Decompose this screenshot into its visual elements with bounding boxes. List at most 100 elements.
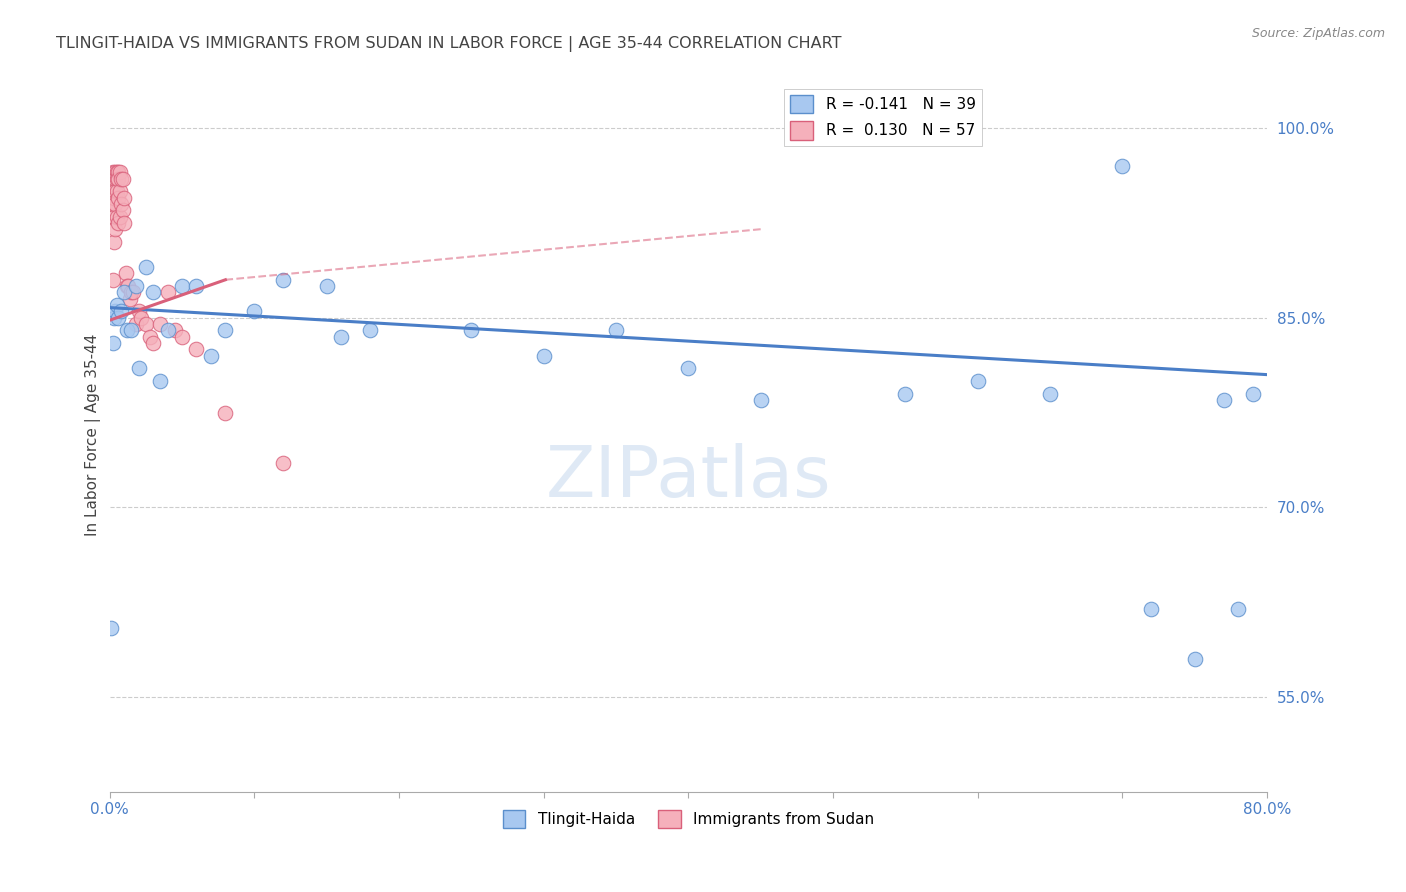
- Point: [149, 374, 172, 388]
- Point: [101, 197, 124, 211]
- Point: [460, 323, 482, 337]
- Point: [128, 361, 150, 376]
- Point: [966, 374, 988, 388]
- Point: [114, 267, 136, 281]
- Point: [131, 310, 153, 325]
- Point: [271, 273, 294, 287]
- Point: [112, 191, 135, 205]
- Point: [101, 171, 124, 186]
- Point: [100, 171, 122, 186]
- Point: [749, 392, 772, 407]
- Point: [1111, 159, 1133, 173]
- Point: [104, 171, 127, 186]
- Point: [156, 323, 179, 337]
- Point: [200, 349, 222, 363]
- Point: [605, 323, 627, 337]
- Point: [104, 197, 127, 211]
- Point: [186, 343, 208, 357]
- Point: [105, 165, 128, 179]
- Point: [103, 171, 125, 186]
- Point: [108, 184, 131, 198]
- Point: [214, 323, 236, 337]
- Point: [533, 349, 555, 363]
- Point: [118, 292, 141, 306]
- Point: [104, 184, 127, 198]
- Point: [108, 210, 131, 224]
- Point: [149, 317, 172, 331]
- Point: [104, 165, 127, 179]
- Point: [103, 178, 125, 192]
- Point: [100, 197, 122, 211]
- Point: [170, 329, 193, 343]
- Point: [115, 323, 138, 337]
- Point: [1241, 386, 1264, 401]
- Point: [103, 210, 125, 224]
- Point: [111, 171, 134, 186]
- Point: [111, 203, 134, 218]
- Point: [101, 184, 124, 198]
- Point: [103, 235, 125, 249]
- Point: [1039, 386, 1062, 401]
- Point: [107, 191, 129, 205]
- Point: [100, 171, 122, 186]
- Point: [142, 336, 165, 351]
- Point: [128, 304, 150, 318]
- Point: [105, 298, 128, 312]
- Point: [163, 323, 186, 337]
- Point: [135, 317, 157, 331]
- Point: [101, 336, 124, 351]
- Point: [156, 285, 179, 300]
- Point: [110, 171, 132, 186]
- Point: [214, 406, 236, 420]
- Point: [104, 222, 127, 236]
- Text: TLINGIT-HAIDA VS IMMIGRANTS FROM SUDAN IN LABOR FORCE | AGE 35-44 CORRELATION CH: TLINGIT-HAIDA VS IMMIGRANTS FROM SUDAN I…: [56, 36, 842, 52]
- Point: [100, 621, 122, 635]
- Point: [107, 165, 129, 179]
- Point: [330, 329, 353, 343]
- Point: [1184, 652, 1206, 666]
- Point: [186, 279, 208, 293]
- Point: [243, 304, 266, 318]
- Point: [139, 329, 162, 343]
- Point: [105, 184, 128, 198]
- Point: [1140, 601, 1163, 615]
- Point: [142, 285, 165, 300]
- Point: [678, 361, 700, 376]
- Point: [103, 191, 125, 205]
- Point: [359, 323, 381, 337]
- Legend: Tlingit-Haida, Immigrants from Sudan: Tlingit-Haida, Immigrants from Sudan: [496, 804, 880, 834]
- Point: [120, 323, 142, 337]
- Point: [101, 273, 124, 287]
- Point: [135, 260, 157, 274]
- Point: [100, 184, 122, 198]
- Point: [107, 310, 129, 325]
- Point: [110, 197, 132, 211]
- Point: [115, 279, 138, 293]
- Point: [107, 216, 129, 230]
- Point: [124, 317, 146, 331]
- Point: [120, 285, 142, 300]
- Text: ZIPatlas: ZIPatlas: [546, 443, 831, 512]
- Point: [101, 178, 124, 192]
- Point: [104, 304, 127, 318]
- Point: [1227, 601, 1250, 615]
- Point: [103, 310, 125, 325]
- Point: [105, 210, 128, 224]
- Point: [121, 285, 143, 300]
- Point: [117, 279, 139, 293]
- Point: [107, 171, 129, 186]
- Y-axis label: In Labor Force | Age 35-44: In Labor Force | Age 35-44: [86, 334, 101, 536]
- Point: [100, 178, 122, 192]
- Point: [112, 285, 135, 300]
- Point: [112, 216, 135, 230]
- Point: [124, 279, 146, 293]
- Point: [110, 304, 132, 318]
- Point: [101, 165, 124, 179]
- Point: [105, 171, 128, 186]
- Text: Source: ZipAtlas.com: Source: ZipAtlas.com: [1251, 27, 1385, 40]
- Point: [894, 386, 917, 401]
- Point: [271, 456, 294, 470]
- Point: [170, 279, 193, 293]
- Point: [315, 279, 337, 293]
- Point: [1212, 392, 1234, 407]
